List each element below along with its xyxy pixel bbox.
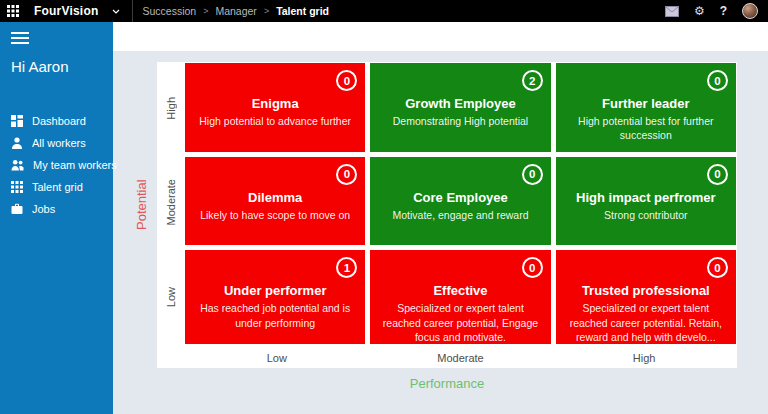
cell-description: Likely to have scope to move on bbox=[185, 208, 365, 222]
cell-description: Specialized or expert talent reached car… bbox=[556, 301, 736, 344]
count-badge: 1 bbox=[336, 257, 357, 278]
cell-title: Enigma bbox=[185, 96, 365, 111]
grid-icon bbox=[11, 181, 23, 193]
count-badge: 0 bbox=[522, 257, 543, 278]
cell-title: High impact perfromer bbox=[556, 190, 736, 205]
user-avatar[interactable] bbox=[742, 3, 758, 19]
grid-cell-dilemma[interactable]: 0 Dilemma Likely to have scope to move o… bbox=[185, 157, 365, 246]
grid-cell-enigma[interactable]: 0 Enigma High potential to advance furth… bbox=[185, 63, 365, 152]
sidebar-item-label: Dashboard bbox=[32, 115, 86, 127]
cell-description: Strong contributor bbox=[556, 208, 736, 222]
breadcrumb-succession[interactable]: Succession bbox=[142, 5, 196, 17]
sidebar-item-talent-grid[interactable]: Talent grid bbox=[0, 176, 113, 198]
briefcase-icon bbox=[11, 203, 23, 215]
sidebar-item-label: All workers bbox=[32, 137, 86, 149]
top-bar: FourVision Succession > Manager > Talent… bbox=[0, 0, 768, 22]
cell-description: Has reached job potential and is under p… bbox=[185, 301, 365, 329]
app-launcher-waffle-icon[interactable] bbox=[7, 5, 19, 17]
cell-title: Further leader bbox=[556, 96, 736, 111]
sidebar-item-my-team-workers[interactable]: My team workers bbox=[0, 154, 113, 176]
cell-title: Under performer bbox=[185, 283, 365, 298]
cell-title: Dilemma bbox=[185, 190, 365, 205]
y-tick-low: Low bbox=[157, 252, 185, 343]
breadcrumb-separator: > bbox=[203, 6, 208, 16]
x-tick-high: High bbox=[552, 351, 736, 365]
count-badge: 0 bbox=[707, 257, 728, 278]
y-tick-high: High bbox=[157, 63, 185, 153]
grid-cell-growth-employee[interactable]: 2 Growth Employee Demonstrating High pot… bbox=[370, 63, 550, 152]
cell-description: High potential to advance further bbox=[185, 114, 365, 128]
x-axis-label: Performance bbox=[157, 376, 737, 391]
cell-title: Core Employee bbox=[370, 190, 550, 205]
topbar-actions: ⚙ ? bbox=[665, 3, 768, 19]
count-badge: 0 bbox=[522, 164, 543, 185]
cell-description: Demonstrating High potential bbox=[370, 114, 550, 128]
cell-description: Motivate, engage and reward bbox=[370, 208, 550, 222]
mail-icon[interactable] bbox=[665, 6, 679, 17]
sidebar-menu: Dashboard All workers My team workers Ta… bbox=[0, 110, 113, 220]
grid-cell-trusted-professional[interactable]: 0 Trusted professional Specialized or ex… bbox=[556, 250, 736, 344]
breadcrumb: Succession > Manager > Talent grid bbox=[142, 5, 329, 17]
grid-cells: 0 Enigma High potential to advance furth… bbox=[185, 63, 736, 344]
cell-description: High potential best for further successi… bbox=[556, 114, 736, 142]
breadcrumb-talent-grid[interactable]: Talent grid bbox=[276, 5, 329, 17]
help-icon[interactable]: ? bbox=[720, 4, 727, 18]
grid-cell-effective[interactable]: 0 Effective Specialized or expert talent… bbox=[370, 250, 550, 344]
grid-cell-core-employee[interactable]: 0 Core Employee Motivate, engage and rew… bbox=[370, 157, 550, 246]
content-header-band bbox=[113, 22, 768, 51]
sidebar-item-jobs[interactable]: Jobs bbox=[0, 198, 113, 220]
cell-title: Effective bbox=[370, 283, 550, 298]
count-badge: 0 bbox=[707, 70, 728, 91]
dashboard-icon bbox=[11, 115, 23, 127]
cell-description: Specialized or expert talent reached car… bbox=[370, 301, 550, 344]
grid-cell-high-impact-performer[interactable]: 0 High impact perfromer Strong contribut… bbox=[556, 157, 736, 246]
topbar-divider bbox=[132, 0, 133, 22]
talent-grid-plot: High Moderate Low 0 Enigma High potentia… bbox=[157, 62, 737, 368]
count-badge: 2 bbox=[522, 70, 543, 91]
breadcrumb-separator: > bbox=[264, 6, 269, 16]
sidebar-item-label: Talent grid bbox=[32, 181, 83, 193]
app-name[interactable]: FourVision bbox=[34, 4, 98, 18]
x-tick-moderate: Moderate bbox=[369, 351, 553, 365]
person-icon bbox=[11, 137, 23, 149]
sidebar-item-all-workers[interactable]: All workers bbox=[0, 132, 113, 154]
x-tick-low: Low bbox=[185, 351, 369, 365]
sidebar-item-label: My team workers bbox=[33, 159, 117, 171]
sidebar-item-label: Jobs bbox=[32, 203, 55, 215]
people-icon bbox=[11, 159, 24, 171]
hamburger-menu-icon[interactable] bbox=[11, 32, 29, 47]
sidebar: Hi Aaron Dashboard All workers My team w… bbox=[0, 22, 113, 414]
grid-cell-further-leader[interactable]: 0 Further leader High potential best for… bbox=[556, 63, 736, 152]
count-badge: 0 bbox=[707, 164, 728, 185]
gear-icon[interactable]: ⚙ bbox=[694, 5, 705, 17]
y-tick-moderate: Moderate bbox=[157, 158, 185, 247]
x-axis-ticks: Low Moderate High bbox=[185, 351, 736, 365]
count-badge: 0 bbox=[336, 70, 357, 91]
cell-title: Trusted professional bbox=[556, 283, 736, 298]
sidebar-item-dashboard[interactable]: Dashboard bbox=[0, 110, 113, 132]
breadcrumb-manager[interactable]: Manager bbox=[215, 5, 256, 17]
y-axis-label: Potential bbox=[133, 160, 149, 250]
chevron-down-icon[interactable] bbox=[112, 9, 120, 14]
count-badge: 0 bbox=[336, 164, 357, 185]
cell-title: Growth Employee bbox=[370, 96, 550, 111]
greeting-text: Hi Aaron bbox=[11, 58, 69, 75]
grid-cell-under-performer[interactable]: 1 Under performer Has reached job potent… bbox=[185, 250, 365, 344]
